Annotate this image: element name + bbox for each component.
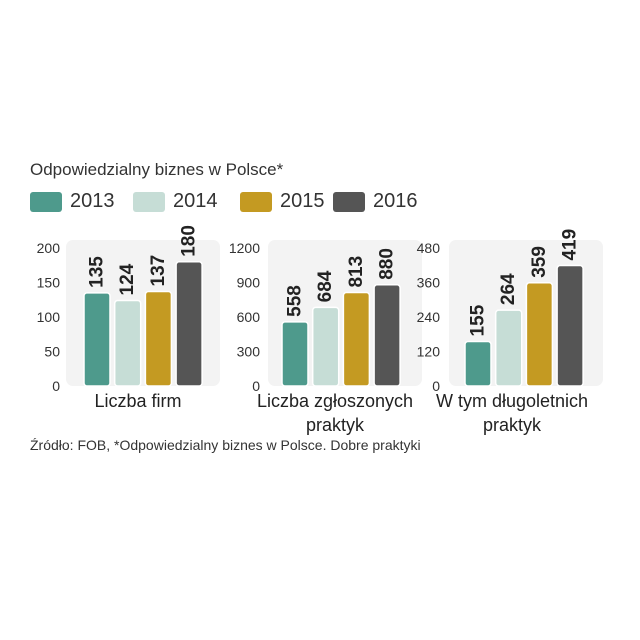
data-label-2015: 813 <box>346 256 367 288</box>
legend-label-2013: 2013 <box>70 190 115 212</box>
chart-title: Odpowiedzialny biznes w Polsce* <box>30 160 284 179</box>
y-tick-label: 120 <box>417 344 441 360</box>
legend: 2013 2014 2015 2016 <box>30 189 460 217</box>
bar-2016 <box>373 284 401 387</box>
bar-2013 <box>281 321 309 387</box>
bar-2015 <box>144 290 173 387</box>
bar-2013 <box>83 292 111 387</box>
y-tick-label: 600 <box>237 309 261 325</box>
chart-category-title: Liczba firm <box>94 391 181 411</box>
legend-swatch-2016 <box>333 192 365 212</box>
source-note: Źródło: FOB, *Odpowiedzialny biznes w Po… <box>30 437 421 453</box>
chart-category-title: praktyk <box>483 415 542 435</box>
legend-label-2014: 2014 <box>173 190 218 212</box>
y-tick-label: 480 <box>417 240 441 256</box>
legend-label-2016: 2016 <box>373 190 418 212</box>
chart-category-title: W tym długoletnich <box>436 391 588 411</box>
chart-category-title: Liczba zgłoszonych <box>257 391 413 411</box>
y-tick-label: 900 <box>237 275 261 291</box>
data-label-2015: 137 <box>148 255 169 287</box>
chart-dlugoletnie-praktyki: 0 120 240 360 480 155 264 359 419 W tym długoletn… <box>417 229 603 435</box>
data-label-2013: 558 <box>285 285 306 317</box>
bar-2016 <box>556 264 584 387</box>
data-label-2014: 264 <box>498 273 519 305</box>
chart-liczba-firm: 0 50 100 150 200 135 124 137 180 Liczba firm <box>37 225 220 411</box>
y-tick-label: 300 <box>237 344 261 360</box>
data-label-2013: 135 <box>87 256 108 288</box>
y-tick-label: 360 <box>417 275 441 291</box>
y-tick-label: 0 <box>252 378 260 394</box>
bar-2015 <box>342 291 371 387</box>
y-tick-label: 1200 <box>229 240 260 256</box>
y-tick-label: 50 <box>44 344 60 360</box>
bar-2015 <box>525 282 554 387</box>
data-label-2016: 880 <box>377 248 398 280</box>
data-label-2014: 684 <box>315 270 336 302</box>
chart-zgloszone-praktyki: 0 300 600 900 1200 558 684 813 880 Liczba zgłoszo… <box>229 240 422 435</box>
data-label-2014: 124 <box>117 263 138 295</box>
data-label-2016: 180 <box>179 225 200 257</box>
y-tick-label: 0 <box>52 378 60 394</box>
legend-swatch-2015 <box>240 192 272 212</box>
y-tick-label: 200 <box>37 240 61 256</box>
bar-2014 <box>494 309 523 387</box>
legend-swatch-2013 <box>30 192 62 212</box>
chart-category-title: praktyk <box>306 415 365 435</box>
legend-swatch-2014 <box>133 192 165 212</box>
y-tick-label: 150 <box>37 275 61 291</box>
bar-2014 <box>113 299 142 387</box>
y-tick-label: 0 <box>432 378 440 394</box>
bar-2016 <box>175 261 203 387</box>
y-tick-label: 240 <box>417 309 441 325</box>
legend-label-2015: 2015 <box>280 190 325 212</box>
bar-2013 <box>464 340 492 387</box>
data-label-2016: 419 <box>560 229 581 261</box>
bar-2014 <box>311 306 340 387</box>
data-label-2013: 155 <box>468 304 489 336</box>
y-tick-label: 100 <box>37 309 61 325</box>
data-label-2015: 359 <box>529 246 550 278</box>
